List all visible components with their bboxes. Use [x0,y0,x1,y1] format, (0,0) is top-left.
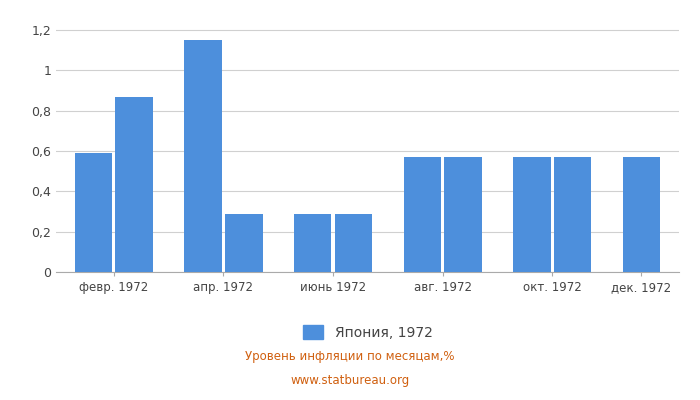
Text: Уровень инфляции по месяцам,%: Уровень инфляции по месяцам,% [245,350,455,363]
Bar [622,157,660,272]
Text: www.statbureau.org: www.statbureau.org [290,374,410,387]
Bar [116,97,153,272]
Legend: Япония, 1972: Япония, 1972 [297,319,438,345]
Bar [513,157,551,272]
Bar [335,214,372,272]
Bar [184,40,222,272]
Bar [444,157,482,272]
Bar [225,214,262,272]
Bar [294,214,332,272]
Bar [554,157,592,272]
Bar [403,157,441,272]
Bar [75,153,113,272]
